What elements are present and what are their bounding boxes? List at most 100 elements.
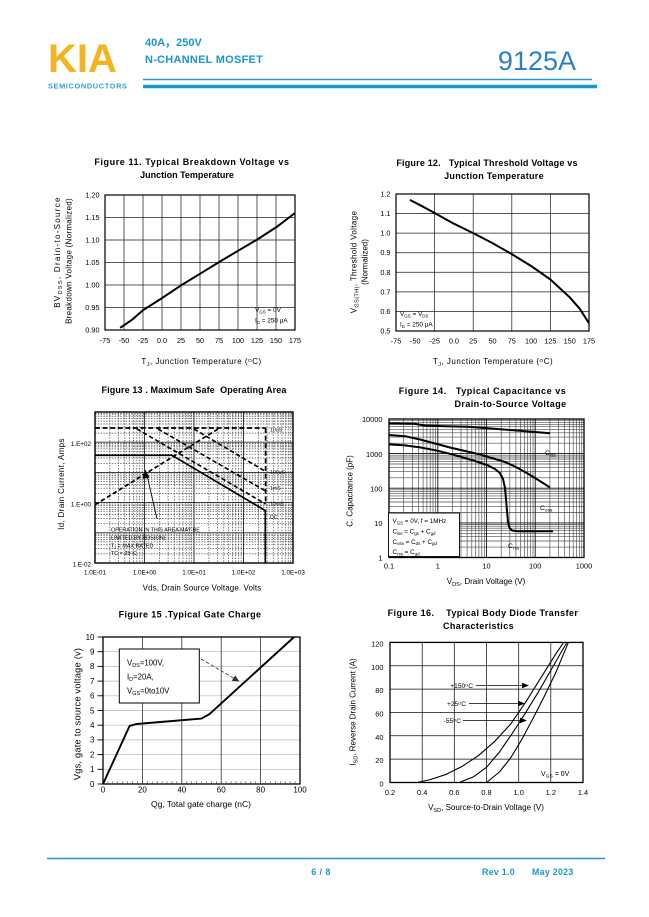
svg-text:0.6: 0.6 bbox=[449, 788, 459, 797]
svg-text:Figure 14. Typical Capacitan: Figure 14. Typical Capacitance vs bbox=[399, 386, 567, 396]
svg-text:1.1: 1.1 bbox=[380, 209, 390, 218]
svg-text:80: 80 bbox=[256, 786, 265, 795]
svg-text:VGS=0to10V: VGS=0to10V bbox=[127, 687, 170, 698]
svg-text:60: 60 bbox=[217, 786, 226, 795]
svg-text:175: 175 bbox=[289, 336, 301, 345]
svg-text:-25: -25 bbox=[429, 337, 440, 346]
svg-text:Ciss: Ciss bbox=[545, 450, 556, 458]
svg-text:0.8: 0.8 bbox=[481, 788, 491, 797]
svg-text:BVDSS, Drain-to-Source: BVDSS, Drain-to-Source bbox=[53, 196, 64, 308]
svg-text:1.2: 1.2 bbox=[380, 190, 390, 199]
svg-text:Crss: Crss bbox=[508, 543, 520, 551]
svg-text:VGS(TH), Threshold Voltage: VGS(TH), Threshold Voltage bbox=[350, 211, 361, 314]
svg-text:0.1: 0.1 bbox=[384, 562, 394, 571]
svg-text:SEMICONDUCTORS: SEMICONDUCTORS bbox=[48, 82, 128, 91]
svg-text:8: 8 bbox=[90, 662, 95, 671]
svg-text:0.0: 0.0 bbox=[449, 337, 459, 346]
svg-text:80: 80 bbox=[375, 686, 383, 695]
svg-text:7: 7 bbox=[90, 677, 95, 686]
svg-text:N-CHANNEL MOSFET: N-CHANNEL MOSFET bbox=[145, 54, 263, 66]
svg-text:10uS: 10uS bbox=[270, 428, 283, 434]
svg-text:-75: -75 bbox=[100, 336, 111, 345]
svg-text:125: 125 bbox=[544, 337, 556, 346]
svg-text:Breakdown Voltage (Normalized): Breakdown Voltage (Normalized) bbox=[65, 198, 74, 324]
svg-text:1: 1 bbox=[436, 562, 440, 571]
svg-text:0.7: 0.7 bbox=[380, 287, 390, 296]
svg-text:+25OC: +25OC bbox=[447, 700, 466, 708]
svg-text:Junction Temperature: Junction Temperature bbox=[444, 171, 544, 181]
svg-text:10000: 10000 bbox=[362, 415, 383, 424]
svg-text:9: 9 bbox=[90, 648, 95, 657]
svg-text:Figure 12. Typical Threshold: Figure 12. Typical Threshold Voltage vs bbox=[396, 158, 577, 168]
svg-text:-50: -50 bbox=[119, 336, 130, 345]
svg-text:-25: -25 bbox=[138, 336, 149, 345]
svg-text:1: 1 bbox=[378, 554, 382, 563]
svg-text:Coss: Coss bbox=[540, 505, 553, 513]
svg-text:VGS = 0V: VGS = 0V bbox=[541, 771, 570, 780]
svg-text:1mS: 1mS bbox=[270, 486, 281, 492]
svg-text:TJ, Junction Temperature (OC): TJ, Junction Temperature (OC) bbox=[141, 357, 261, 368]
svg-text:3: 3 bbox=[90, 736, 95, 745]
svg-text:1.15: 1.15 bbox=[85, 213, 99, 222]
svg-text:75: 75 bbox=[508, 337, 516, 346]
svg-text:VDS, Drain Voltage (V): VDS, Drain Voltage (V) bbox=[447, 577, 526, 588]
svg-text:1.10: 1.10 bbox=[85, 236, 99, 245]
svg-text:100: 100 bbox=[525, 337, 537, 346]
svg-text:0: 0 bbox=[90, 780, 95, 789]
svg-text:1000: 1000 bbox=[366, 450, 382, 459]
svg-text:50: 50 bbox=[488, 337, 496, 346]
svg-text:100: 100 bbox=[370, 484, 382, 493]
svg-text:LIMITED BY RDS(ON): LIMITED BY RDS(ON) bbox=[111, 535, 166, 541]
svg-text:10: 10 bbox=[374, 519, 382, 528]
svg-text:Vds, Drain Source Voltage. Vol: Vds, Drain Source Voltage. Volts bbox=[143, 584, 262, 593]
svg-text:1.0: 1.0 bbox=[514, 788, 524, 797]
svg-text:0.95: 0.95 bbox=[85, 303, 99, 312]
svg-text:25: 25 bbox=[177, 336, 185, 345]
svg-text:OPERATION IN THIS AREA MAY BE: OPERATION IN THIS AREA MAY BE bbox=[111, 528, 200, 534]
svg-text:10: 10 bbox=[482, 562, 490, 571]
svg-text:0: 0 bbox=[101, 786, 106, 795]
svg-text:Figure 13 . Maximum Safe Oper: Figure 13 . Maximum Safe Operating Area bbox=[102, 385, 288, 395]
svg-text:ID=20A,: ID=20A, bbox=[127, 673, 154, 684]
svg-text:Coss = Cds + Cgd: Coss = Cds + Cgd bbox=[393, 539, 438, 546]
svg-text:VSD, Source-to-Drain Voltage (: VSD, Source-to-Drain Voltage (V) bbox=[428, 803, 544, 814]
svg-text:VGS = 0V, f = 1MHz: VGS = 0V, f = 1MHz bbox=[393, 518, 447, 525]
svg-text:150: 150 bbox=[270, 336, 282, 345]
svg-text:1.00: 1.00 bbox=[85, 281, 99, 290]
svg-text:150: 150 bbox=[564, 337, 576, 346]
svg-text:0.4: 0.4 bbox=[417, 788, 427, 797]
svg-text:-75: -75 bbox=[391, 337, 402, 346]
svg-text:100: 100 bbox=[293, 786, 307, 795]
svg-text:1.2: 1.2 bbox=[546, 788, 556, 797]
svg-text:40: 40 bbox=[177, 786, 186, 795]
svg-text:Rev 1.0: Rev 1.0 bbox=[482, 867, 515, 877]
svg-text:Figure 15 .Typical Gate Charge: Figure 15 .Typical Gate Charge bbox=[119, 610, 262, 620]
svg-text:40: 40 bbox=[375, 733, 383, 742]
svg-text:1.4: 1.4 bbox=[578, 788, 588, 797]
svg-text:175: 175 bbox=[583, 337, 595, 346]
svg-text:10mS: 10mS bbox=[270, 502, 284, 508]
svg-text:1.0E+02: 1.0E+02 bbox=[232, 570, 256, 577]
svg-text:1.E-02: 1.E-02 bbox=[72, 562, 91, 569]
svg-text:Ciss = Cgs + Cgd: Ciss = Cgs + Cgd bbox=[393, 528, 437, 535]
svg-text:5: 5 bbox=[90, 706, 95, 715]
svg-text:60: 60 bbox=[375, 710, 383, 719]
svg-text:20: 20 bbox=[375, 756, 383, 765]
svg-text:100: 100 bbox=[232, 336, 244, 345]
svg-text:25: 25 bbox=[469, 337, 477, 346]
svg-text:1.0: 1.0 bbox=[380, 229, 390, 238]
svg-text:TJ, Junction Temperature (OC): TJ, Junction Temperature (OC) bbox=[433, 357, 553, 368]
svg-text:May 2023: May 2023 bbox=[532, 867, 574, 877]
svg-text:Figure 16. Typical Body Dio: Figure 16. Typical Body Diode Transfer bbox=[388, 608, 579, 618]
svg-text:Drain-to-Source Voltage: Drain-to-Source Voltage bbox=[454, 399, 566, 409]
svg-text:100uS: 100uS bbox=[270, 470, 286, 476]
svg-text:-50: -50 bbox=[410, 337, 421, 346]
svg-text:75: 75 bbox=[215, 336, 223, 345]
svg-text:Vgs, gate to source voltage (v: Vgs, gate to source voltage (v) bbox=[73, 648, 83, 780]
svg-text:VGS = VDS: VGS = VDS bbox=[400, 311, 429, 318]
svg-text:125: 125 bbox=[251, 336, 263, 345]
svg-text:1.E+02: 1.E+02 bbox=[71, 441, 92, 448]
svg-text:20: 20 bbox=[138, 786, 147, 795]
svg-text:1.20: 1.20 bbox=[85, 191, 99, 200]
svg-text:DC: DC bbox=[270, 515, 278, 521]
